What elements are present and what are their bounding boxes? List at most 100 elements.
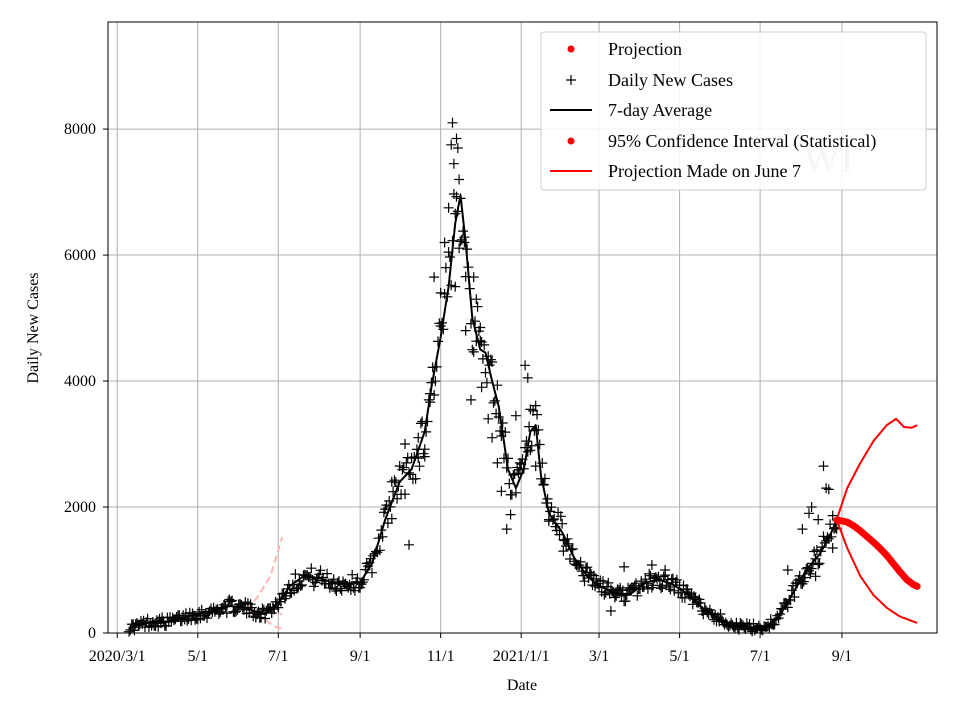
daily-case-point — [467, 344, 478, 355]
daily-case-point — [401, 457, 412, 468]
daily-case-point — [520, 360, 531, 371]
daily-case-point — [202, 613, 212, 624]
daily-case-point — [143, 622, 154, 633]
legend: Projection Daily New Cases 7-day Average… — [540, 31, 927, 191]
legend-marker-dot — [567, 137, 575, 145]
daily-case-point — [450, 208, 461, 219]
plot-frame — [107, 21, 938, 634]
daily-case-point — [813, 559, 824, 570]
daily-case-point — [806, 502, 817, 512]
daily-case-point — [447, 117, 458, 128]
daily-case-point — [475, 322, 486, 333]
daily-case-point — [240, 597, 251, 608]
daily-case-point — [532, 409, 542, 420]
legend-label-daily-new-cases: Daily New Cases — [608, 70, 733, 90]
x-tick-label: 9/1 — [832, 648, 852, 665]
x-tick-label: 3/1 — [589, 648, 609, 665]
daily-case-point — [521, 436, 532, 447]
daily-case-point — [632, 590, 643, 601]
daily-case-point — [439, 237, 450, 248]
daily-case-point — [433, 336, 443, 347]
daily-case-point — [823, 484, 834, 495]
daily-case-point — [483, 413, 494, 424]
daily-case-point — [404, 539, 414, 550]
x-tick-label: 11/1 — [427, 648, 455, 665]
seven-day-average-series — [128, 194, 838, 629]
x-tick-label: 9/1 — [350, 648, 370, 665]
daily-case-point — [616, 590, 627, 601]
daily-case-point — [231, 606, 241, 617]
x-tick-label: 7/1 — [750, 648, 770, 665]
legend-marker-plus — [566, 75, 576, 85]
daily-case-point — [419, 451, 430, 462]
x-tick-label: 7/1 — [268, 648, 288, 665]
daily-case-point — [446, 139, 457, 150]
daily-case-point — [454, 243, 465, 254]
daily-case-point — [827, 543, 838, 553]
daily-case-point — [289, 585, 300, 596]
daily-case-point — [582, 562, 593, 573]
daily-case-point — [466, 394, 476, 405]
y-tick-label: 4000 — [64, 373, 96, 390]
ci-upper-line — [835, 417, 918, 520]
daily-case-point — [555, 511, 566, 522]
daily-case-point — [286, 587, 297, 598]
daily-case-point — [124, 626, 135, 637]
x-tick-label: 5/1 — [669, 648, 689, 665]
daily-case-point — [227, 595, 238, 606]
daily-case-point — [671, 574, 682, 585]
daily-case-point — [599, 589, 610, 600]
daily-case-point — [413, 432, 424, 443]
daily-case-point — [460, 325, 471, 336]
daily-case-point — [440, 262, 451, 273]
daily-case-point — [386, 476, 397, 487]
projection-point — [913, 582, 921, 590]
legend-label-projection: Projection — [608, 39, 682, 59]
daily-case-point — [782, 565, 793, 575]
daily-case-point — [495, 426, 506, 436]
daily-case-point — [225, 596, 236, 607]
daily-case-point — [435, 287, 446, 298]
daily-case-point — [620, 596, 631, 607]
daily-case-point — [510, 487, 521, 498]
daily-case-point — [468, 346, 479, 357]
daily-case-point — [558, 546, 569, 557]
daily-case-point — [242, 598, 253, 609]
daily-case-point — [534, 439, 545, 450]
daily-case-point — [646, 582, 657, 593]
daily-case-point — [444, 252, 455, 262]
daily-case-point — [804, 508, 814, 519]
daily-case-point — [652, 573, 663, 584]
daily-case-point — [612, 584, 623, 595]
x-tick-label: 5/1 — [188, 648, 208, 665]
daily-case-point — [557, 518, 568, 529]
daily-case-point — [530, 400, 541, 411]
daily-case-point — [591, 573, 602, 584]
daily-case-point — [410, 473, 421, 484]
daily-case-point — [644, 568, 655, 579]
daily-case-point — [481, 377, 492, 388]
y-axis-title: Daily New Cases — [25, 272, 42, 383]
legend-label-seven-day-average: 7-day Average — [608, 100, 712, 120]
x-tick-label: 2021/1/1 — [493, 648, 550, 665]
legend-label-projection-june-7: Projection Made on June 7 — [608, 161, 801, 181]
daily-case-point — [178, 610, 189, 621]
daily-case-point — [619, 561, 630, 572]
daily-case-point — [448, 158, 459, 169]
y-tick-label: 8000 — [64, 121, 96, 138]
daily-case-point — [497, 418, 508, 428]
daily-case-point — [302, 570, 313, 581]
daily-case-point — [510, 410, 521, 421]
daily-case-point — [805, 568, 816, 579]
daily-case-point — [603, 577, 614, 588]
daily-case-point — [487, 432, 498, 443]
daily-case-point — [155, 618, 166, 629]
daily-case-point — [514, 457, 525, 468]
daily-case-point — [224, 594, 235, 605]
daily-case-point — [522, 372, 533, 383]
daily-case-point — [665, 584, 676, 595]
daily-case-point — [480, 367, 491, 378]
daily-case-point — [322, 568, 333, 579]
daily-case-point — [471, 294, 482, 305]
